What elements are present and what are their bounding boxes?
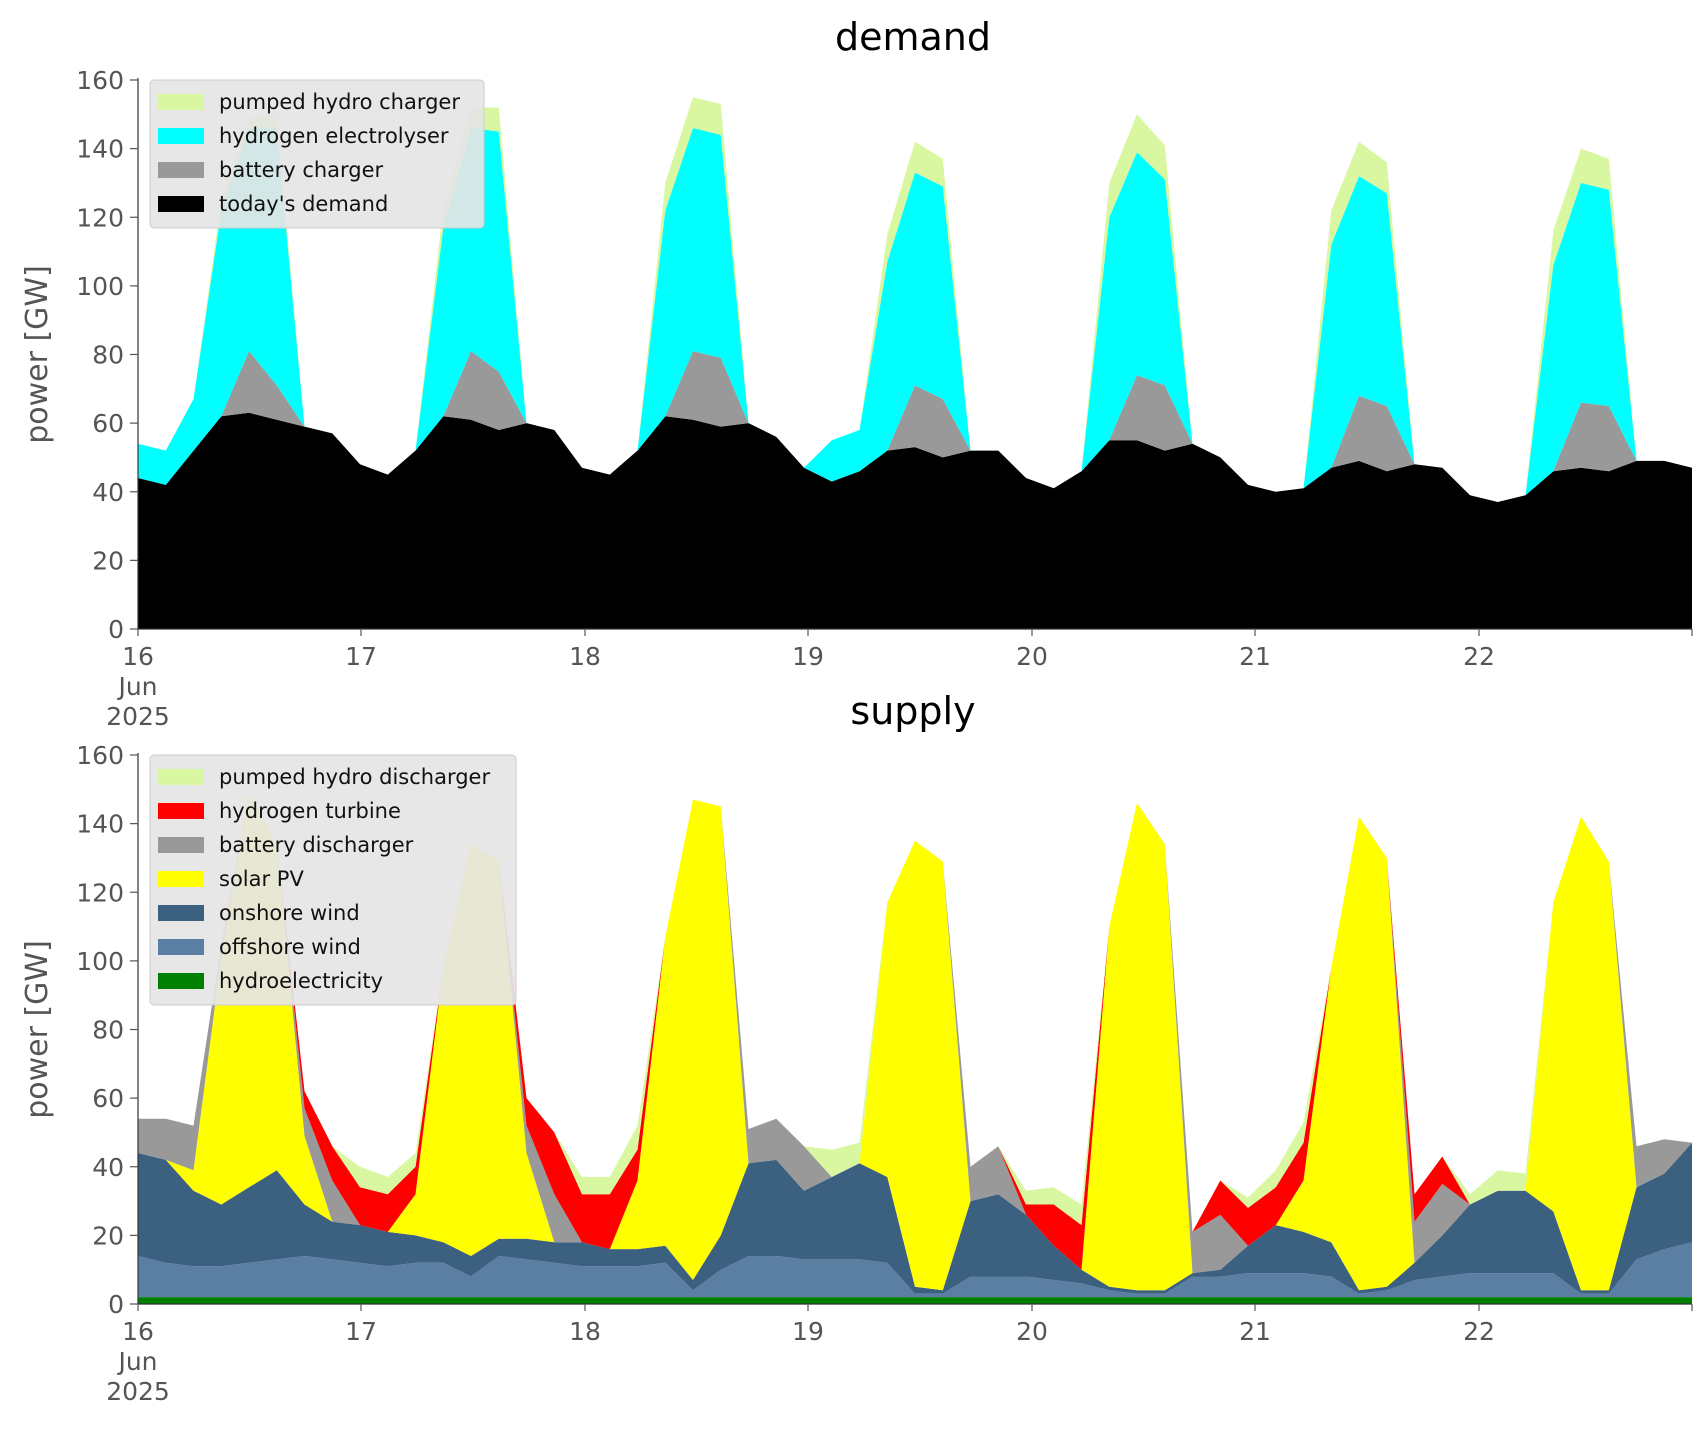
- legend-swatch-battery-discharger: [158, 837, 204, 853]
- area-hydrogen-turbine: [138, 792, 1692, 1270]
- area-battery-charger: [138, 351, 1692, 502]
- x-tick-label: 20: [1016, 642, 1048, 671]
- x-tick-label: 16: [122, 642, 154, 671]
- legend-label-pumped-hydro-charger: pumped hydro charger: [219, 90, 460, 114]
- x-tick-label: 19: [792, 1317, 824, 1346]
- x-tick-sublabel: 2025: [106, 1377, 170, 1406]
- x-tick-label: 21: [1239, 642, 1271, 671]
- y-axis-label: power [GW]: [20, 940, 55, 1119]
- area-onshore-wind: [138, 1142, 1692, 1294]
- y-tick-label: 20: [92, 546, 124, 575]
- area-pumped-hydro-discharger: [138, 792, 1692, 1232]
- legend-swatch-today-s-demand: [158, 196, 204, 212]
- x-tick-label: 17: [345, 1317, 377, 1346]
- x-tick-label: 21: [1239, 1317, 1271, 1346]
- legend-label-hydrogen-electrolyser: hydrogen electrolyser: [219, 124, 449, 148]
- legend-box: [149, 754, 517, 1006]
- y-tick-label: 40: [92, 478, 124, 507]
- legend: pumped hydro charger hydrogen electrolyse…: [149, 79, 485, 229]
- legend-label-pumped-hydro-discharger: pumped hydro discharger: [219, 765, 490, 789]
- legend-box: [149, 79, 485, 229]
- legend-swatch-pumped-hydro-charger: [158, 94, 204, 110]
- y-tick-label: 20: [92, 1221, 124, 1250]
- legend-swatch-solar-pv: [158, 871, 204, 887]
- legend-label-hydrogen-turbine: hydrogen turbine: [219, 799, 401, 823]
- legend-label-battery-charger: battery charger: [219, 158, 384, 182]
- y-tick-label: 140: [76, 810, 124, 839]
- legend-swatch-battery-charger: [158, 162, 204, 178]
- x-tick-sublabel: Jun: [116, 672, 157, 701]
- legend-swatch-hydrogen-electrolyser: [158, 128, 204, 144]
- y-tick-label: 160: [76, 66, 124, 95]
- x-tick-label: 18: [569, 1317, 601, 1346]
- y-tick-label: 100: [76, 947, 124, 976]
- legend-label-hydroelectricity: hydroelectricity: [219, 969, 383, 993]
- x-tick-label: 22: [1463, 642, 1495, 671]
- legend-label-onshore-wind: onshore wind: [219, 901, 360, 925]
- x-tick-sublabel: 2025: [106, 702, 170, 731]
- legend-label-today-s-demand: today's demand: [219, 192, 388, 216]
- y-tick-label: 120: [76, 878, 124, 907]
- y-tick-label: 0: [108, 1290, 124, 1319]
- y-tick-label: 80: [92, 1016, 124, 1045]
- x-tick-label: 19: [792, 642, 824, 671]
- y-tick-label: 140: [76, 135, 124, 164]
- y-tick-label: 120: [76, 203, 124, 232]
- legend-label-solar-pv: solar PV: [219, 867, 304, 891]
- y-tick-label: 0: [108, 615, 124, 644]
- legend-swatch-hydroelectricity: [158, 973, 204, 989]
- y-tick-label: 100: [76, 272, 124, 301]
- y-tick-label: 80: [92, 341, 124, 370]
- x-tick-label: 18: [569, 642, 601, 671]
- x-tick-label: 20: [1016, 1317, 1048, 1346]
- area-offshore-wind: [138, 1242, 1692, 1298]
- x-tick-label: 17: [345, 642, 377, 671]
- y-tick-label: 40: [92, 1153, 124, 1182]
- y-tick-label: 60: [92, 1084, 124, 1113]
- legend-swatch-offshore-wind: [158, 939, 204, 955]
- chart-title: supply: [850, 689, 975, 733]
- y-tick-label: 160: [76, 741, 124, 770]
- y-axis-label: power [GW]: [20, 265, 55, 444]
- x-tick-label: 22: [1463, 1317, 1495, 1346]
- legend-label-battery-discharger: battery discharger: [219, 833, 414, 857]
- legend-swatch-hydrogen-turbine: [158, 803, 204, 819]
- chart-title: demand: [835, 15, 991, 59]
- x-tick-sublabel: Jun: [116, 1347, 157, 1376]
- legend-label-offshore-wind: offshore wind: [219, 935, 361, 959]
- y-tick-label: 60: [92, 409, 124, 438]
- x-tick-label: 16: [122, 1317, 154, 1346]
- legend-swatch-onshore-wind: [158, 905, 204, 921]
- area-today-s-demand: [138, 412, 1692, 629]
- area-hydrogen-electrolyser: [138, 128, 1692, 502]
- area-battery-discharger: [138, 792, 1692, 1274]
- legend-swatch-pumped-hydro-discharger: [158, 769, 204, 785]
- area-hydroelectricity: [138, 1297, 1692, 1304]
- area-solar-pv: [138, 792, 1692, 1291]
- legend: pumped hydro discharger hydrogen turbine b…: [149, 754, 517, 1006]
